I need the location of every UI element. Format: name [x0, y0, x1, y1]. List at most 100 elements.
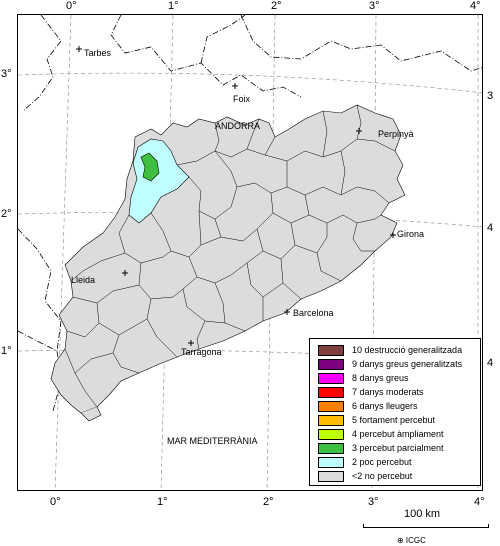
legend-item: 10 destrucció generalitzada	[318, 343, 480, 357]
legend-item: 7 danys moderats	[318, 385, 480, 399]
comarca-line	[264, 138, 396, 162]
legend-label: 6 danys lleugers	[352, 401, 418, 411]
comarca-boundaries	[64, 104, 396, 408]
boundary-line	[22, 15, 62, 112]
right-tick-a: 3	[487, 90, 494, 102]
comarca-line	[150, 212, 222, 258]
legend-label: 2 poc percebut	[352, 457, 412, 467]
marker-perpinya	[356, 128, 362, 134]
top-tick-4: 4°	[470, 0, 481, 12]
legend-item: 2 poc percebut	[318, 455, 480, 469]
legend-label: 5 fortament percebut	[352, 415, 436, 425]
map-frame[interactable]: Tarbes Foix ANDORRA Perpinyà Girona Llei…	[17, 14, 483, 491]
comarca-line	[118, 214, 172, 264]
marker-barcelona	[284, 309, 290, 315]
comarca-line	[70, 252, 126, 282]
comarca-line	[352, 222, 375, 252]
comarca-line	[214, 282, 246, 332]
label-girona: Girona	[397, 229, 424, 239]
bottom-tick-4: 4°	[474, 496, 485, 508]
comarca-line	[316, 252, 342, 282]
top-tick-3: 3°	[369, 0, 380, 12]
scale-label: 100 km	[404, 508, 441, 520]
label-tarbes: Tarbes	[84, 48, 112, 58]
comarca-line	[188, 150, 238, 220]
legend-item: 8 danys greus	[318, 371, 480, 385]
comarca-line	[66, 302, 100, 338]
credit-text: ⊕ ICGC	[397, 536, 426, 545]
legend-swatch	[318, 456, 344, 468]
scale-line	[363, 524, 489, 528]
legend-swatch	[318, 344, 344, 356]
meridian-3	[371, 15, 377, 490]
marker-lleida	[122, 270, 128, 276]
legend-swatch	[318, 386, 344, 398]
boundary-line	[110, 15, 302, 98]
label-sea: MAR MEDITERRÀNIA	[167, 436, 258, 446]
legend-swatch	[318, 358, 344, 370]
legend-swatch	[318, 414, 344, 426]
comarca-line	[72, 284, 140, 304]
legend-item: 5 fortament percebut	[318, 413, 480, 427]
comarca-line	[356, 104, 362, 140]
legend-item: 6 danys lleugers	[318, 399, 480, 413]
city-markers	[76, 46, 396, 346]
top-tick-1: 1°	[168, 0, 179, 12]
legend-label: 7 danys moderats	[352, 387, 424, 397]
comarca-line	[98, 318, 148, 336]
parallel-3	[18, 72, 482, 94]
comarca-line	[214, 212, 274, 242]
comarca-line	[214, 122, 220, 152]
comarca-line	[146, 298, 178, 358]
label-barcelona: Barcelona	[293, 308, 334, 318]
meridian-0	[54, 15, 72, 490]
legend-item: 9 danys greus generalitzats	[318, 357, 480, 371]
label-perpinya: Perpinyà	[378, 129, 414, 139]
top-tick-2: 2°	[271, 0, 282, 12]
left-tick-1: 1°	[1, 345, 12, 357]
right-tick-b: 4	[487, 222, 494, 234]
legend-item: 3 percebut parcialment	[318, 441, 480, 455]
boundary-line	[240, 15, 482, 72]
catalonia-map	[50, 104, 406, 414]
map-svg[interactable]: Tarbes Foix ANDORRA Perpinyà Girona Llei…	[18, 15, 483, 491]
delta-coast	[80, 406, 102, 422]
comarca-line	[112, 334, 140, 374]
marker-tarragona	[188, 340, 194, 346]
legend-item: 4 percebut àmpliament	[318, 427, 480, 441]
boundary-line	[18, 228, 62, 352]
legend-label: <2 no percebut	[352, 471, 413, 481]
bottom-tick-2: 2°	[263, 496, 274, 508]
comarca-line	[270, 192, 310, 224]
intensity-legend: 10 destrucció generalitzada 9 danys greu…	[309, 338, 481, 486]
left-tick-2: 2°	[1, 208, 12, 220]
bottom-tick-3: 3°	[368, 496, 379, 508]
legend-swatch	[318, 428, 344, 440]
comarca-line	[246, 250, 284, 298]
label-foix: Foix	[233, 94, 251, 104]
comarca-line	[74, 372, 98, 408]
boundary-line	[200, 15, 246, 64]
left-tick-3: 3°	[1, 68, 12, 80]
comarca-line	[256, 228, 296, 260]
legend-label: 10 destrucció generalitzada	[352, 345, 463, 355]
foreign-boundaries	[18, 15, 482, 412]
boundary-line	[18, 330, 62, 412]
legend-label: 4 percebut àmpliament	[352, 429, 444, 439]
bottom-tick-0: 0°	[50, 496, 61, 508]
legend-label: 8 danys greus	[352, 373, 409, 383]
legend-swatch	[318, 400, 344, 412]
comarca-line	[196, 320, 226, 350]
legend-item: <2 no percebut	[318, 469, 480, 483]
label-lleida: Lleida	[71, 275, 95, 285]
comarca-line	[340, 150, 346, 196]
legend-label: 9 danys greus generalitzats	[352, 359, 463, 369]
right-tick-c: 4	[487, 357, 494, 369]
comarca-line	[322, 110, 328, 158]
legend-swatch	[318, 442, 344, 454]
comarca-line	[182, 276, 206, 322]
legend-label: 3 percebut parcialment	[352, 443, 444, 453]
top-tick-0: 0°	[66, 0, 77, 12]
legend-swatch	[318, 372, 344, 384]
partially-perceived-region	[140, 152, 160, 182]
